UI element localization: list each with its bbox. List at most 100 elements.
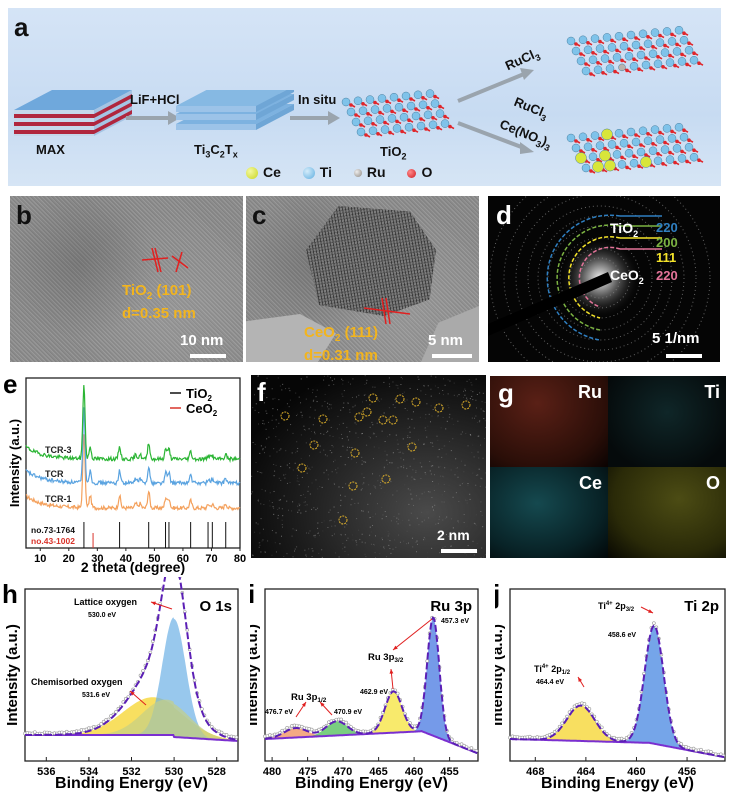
tio2-plane-label: TiO2 (101) d=0.35 nm [122, 282, 196, 322]
label-lif-hcl: LiF+HCl [130, 92, 180, 107]
noise-pixel [331, 452, 333, 454]
noise-pixel [323, 472, 325, 474]
noise-pixel [297, 413, 299, 415]
noise-pixel [357, 437, 359, 439]
oxygen-atom [649, 66, 653, 70]
noise-pixel [466, 554, 468, 556]
noise-pixel [402, 438, 404, 440]
noise-pixel [360, 411, 362, 413]
noise-pixel [342, 542, 344, 544]
noise-pixel [326, 406, 328, 408]
oxygen-atom [632, 154, 636, 158]
noise-pixel [363, 461, 365, 463]
noise-pixel [283, 495, 285, 497]
annotation-ru-3p12: Ru 3p1/2 [291, 692, 327, 704]
oxygen-atom [646, 132, 650, 136]
oxygen-atom [589, 72, 593, 76]
oxygen-atom [663, 43, 667, 48]
noise-pixel [301, 476, 303, 478]
noise-pixel [320, 433, 322, 435]
noise-pixel [347, 402, 349, 404]
noise-pixel [302, 494, 304, 496]
noise-pixel [338, 486, 340, 488]
noise-pixel [374, 552, 376, 554]
noise-pixel [407, 488, 409, 490]
noise-pixel [394, 539, 396, 541]
oxygen-atom [670, 32, 674, 37]
single-atom-marker [348, 481, 358, 491]
noise-pixel [308, 428, 310, 430]
tem-image-panel-c: c CeO2 (111) d=0.31 nm 5 nm [246, 196, 479, 362]
titanium-atom [413, 90, 423, 100]
panel-label-a: a [14, 12, 29, 42]
noise-pixel [382, 486, 384, 488]
noise-pixel [438, 516, 440, 518]
raw-data-point [699, 747, 703, 752]
titanium-atom [624, 148, 634, 158]
oxygen-atom [687, 138, 691, 142]
oxygen-atom [579, 52, 583, 56]
noise-pixel [392, 494, 394, 496]
noise-pixel [263, 452, 265, 454]
titanium-atom [428, 120, 438, 130]
noise-pixel [478, 457, 480, 459]
noise-pixel [400, 502, 402, 504]
noise-pixel [388, 544, 390, 546]
noise-pixel [296, 480, 298, 482]
ring-label-111: 111 [656, 250, 677, 265]
noise-pixel [268, 436, 270, 438]
oxygen-atom [402, 108, 406, 112]
noise-pixel [380, 479, 382, 481]
noise-pixel [397, 523, 399, 525]
noise-pixel [403, 467, 405, 469]
noise-pixel [272, 398, 274, 400]
noise-pixel [356, 518, 358, 520]
titanium-atom [356, 127, 366, 137]
map-label-ti: Ti [704, 382, 720, 402]
oxygen-atom [364, 133, 368, 137]
noise-pixel [463, 471, 465, 473]
noise-pixel [304, 429, 306, 431]
titanium-atom [583, 142, 593, 152]
noise-pixel [369, 404, 371, 406]
noise-pixel [296, 546, 298, 548]
noise-pixel [346, 449, 348, 451]
eds-map-ru: Ru [490, 376, 608, 467]
label-tio2: TiO2 [380, 144, 407, 162]
noise-pixel [361, 533, 363, 535]
titanium-atom [351, 117, 361, 127]
noise-pixel [462, 481, 464, 483]
noise-pixel [418, 524, 420, 526]
noise-pixel [434, 504, 436, 506]
noise-pixel [423, 537, 425, 539]
oxygen-atom [579, 149, 583, 153]
noise-pixel [312, 400, 314, 402]
noise-pixel [257, 471, 259, 473]
noise-pixel [385, 420, 387, 422]
noise-pixel [330, 377, 332, 379]
titanium-atom [571, 46, 581, 56]
noise-pixel [321, 522, 323, 524]
noise-pixel [440, 465, 442, 467]
titanium-atom [341, 97, 351, 107]
noise-pixel [291, 510, 293, 512]
noise-pixel [257, 498, 259, 500]
lattice-spacing-marker [141, 247, 189, 273]
noise-pixel [372, 458, 374, 460]
noise-pixel [251, 491, 253, 493]
diffraction-ring [527, 205, 673, 351]
noise-pixel [319, 445, 321, 447]
x-tick-label: 534 [80, 766, 99, 778]
oxygen-atom [697, 158, 701, 162]
oxygen-atom [443, 114, 447, 119]
oxygen-atom [361, 102, 365, 106]
noise-pixel [398, 452, 400, 454]
noise-pixel [292, 432, 294, 434]
noise-pixel [415, 541, 417, 543]
noise-pixel [365, 394, 367, 396]
titanium-atom [346, 107, 356, 117]
noise-pixel [309, 469, 311, 471]
scale-bar-c [432, 354, 472, 358]
noise-pixel [398, 534, 400, 536]
noise-pixel [458, 537, 460, 539]
